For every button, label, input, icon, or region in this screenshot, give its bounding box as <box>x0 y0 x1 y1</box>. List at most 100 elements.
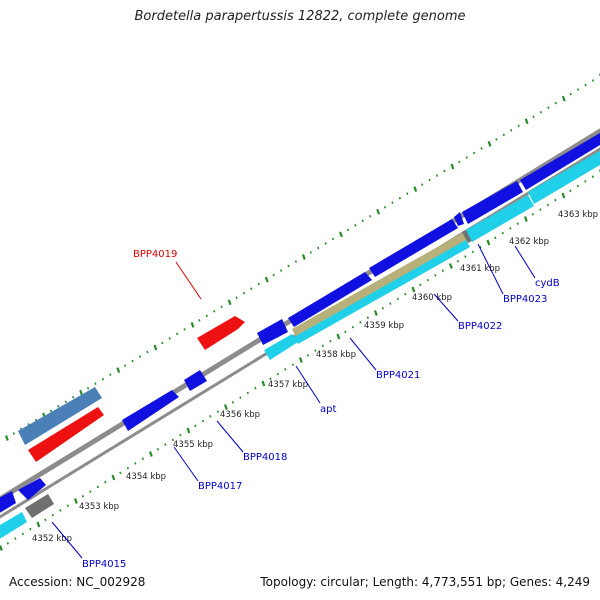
gene-label[interactable]: BPP4017 <box>198 481 242 492</box>
tick-mark <box>532 115 535 118</box>
tick-mark <box>411 286 416 293</box>
tick-mark <box>284 368 287 371</box>
gene-bpp4022[interactable] <box>369 219 458 277</box>
gene-label[interactable]: BPP4023 <box>503 294 547 305</box>
tick-mark <box>12 432 15 435</box>
tick-mark <box>21 532 24 536</box>
tick-mark <box>531 213 534 216</box>
tick-mark <box>291 363 294 366</box>
tick-mark <box>584 83 587 87</box>
tick-mark <box>464 255 467 258</box>
tick-mark <box>164 443 167 446</box>
tick-mark <box>94 382 97 385</box>
tick-mark <box>223 404 228 410</box>
tick-mark <box>517 124 520 128</box>
tick-mark <box>49 409 53 413</box>
tick-mark <box>126 466 129 470</box>
gene-cydb-top[interactable] <box>520 130 600 190</box>
tick-mark <box>441 269 444 272</box>
tick-mark <box>116 367 121 373</box>
kbp-label: 4362 kbp <box>509 237 549 247</box>
tick-mark <box>141 457 144 460</box>
tick-mark <box>591 175 594 178</box>
tick-mark <box>242 291 246 295</box>
gene-label[interactable]: BPP4018 <box>243 452 287 463</box>
tick-mark <box>473 151 476 155</box>
gene-cydb-rev[interactable] <box>528 148 600 204</box>
tick-mark <box>404 292 407 296</box>
gene-bpp4023-rev[interactable] <box>466 195 534 242</box>
gene-label[interactable]: BPP4021 <box>376 370 420 381</box>
tick-mark <box>351 325 354 329</box>
tick-mark <box>494 236 497 240</box>
tick-mark <box>183 328 186 331</box>
tick-mark <box>176 332 179 336</box>
gene-bpp4021-rev[interactable] <box>294 240 470 344</box>
tick-mark <box>510 129 513 132</box>
tick-mark <box>0 545 3 551</box>
gene-apt-rev[interactable] <box>264 334 298 360</box>
gene-small[interactable] <box>454 212 464 226</box>
tick-mark <box>434 274 437 277</box>
topology-text: Topology: circular; Length: 4,773,551 bp… <box>260 575 590 589</box>
tick-mark <box>131 359 134 363</box>
gene-bpp4016[interactable] <box>18 478 46 500</box>
tick-mark <box>329 339 332 343</box>
gene-label[interactable]: cydB <box>535 278 560 289</box>
tick-mark <box>269 377 272 381</box>
tick-mark <box>79 389 84 396</box>
tick-mark <box>111 474 116 481</box>
tick-mark <box>321 344 324 348</box>
tick-mark <box>254 386 257 390</box>
gene-bpp4015-rev[interactable] <box>0 512 27 540</box>
gene-label[interactable]: BPP4022 <box>458 321 502 332</box>
tick-mark <box>443 169 446 173</box>
tick-mark <box>426 278 429 282</box>
tick-mark <box>309 251 312 254</box>
gene-bpp4023[interactable] <box>462 181 523 224</box>
gene-bpp4015-a[interactable] <box>0 491 16 514</box>
gene-bpp4021[interactable] <box>288 272 372 327</box>
tick-mark <box>194 424 197 428</box>
tick-mark <box>264 276 269 283</box>
tick-mark <box>73 498 78 504</box>
tick-mark <box>369 215 372 218</box>
gene-apt-top[interactable] <box>257 319 288 345</box>
tick-mark <box>81 495 84 498</box>
gene-bpp4018[interactable] <box>184 370 207 391</box>
kbp-labels: 4352 kbp 4353 kbp 4354 kbp 4355 kbp 4356 kbp… <box>32 210 598 544</box>
tick-mark <box>373 310 378 316</box>
tick-mark <box>156 448 159 451</box>
tick-mark <box>324 242 327 245</box>
leader-line <box>433 293 459 322</box>
tick-mark <box>198 319 201 322</box>
tick-mark <box>104 480 107 484</box>
tick-mark <box>246 391 249 395</box>
tick-mark <box>576 88 580 91</box>
tick-mark <box>428 178 431 182</box>
kbp-label: 4352 kbp <box>32 534 72 544</box>
gene-label[interactable]: BPP4015 <box>82 559 126 570</box>
tick-mark <box>59 509 62 512</box>
tick-mark <box>239 396 242 399</box>
tick-mark <box>591 79 595 82</box>
tick-mark <box>227 299 232 306</box>
tick-mark <box>561 95 566 102</box>
tick-mark <box>213 310 216 313</box>
gene-label[interactable]: apt <box>320 404 336 415</box>
gene-bpp4017[interactable] <box>122 390 179 431</box>
gene-label[interactable]: BPP4019 <box>133 249 177 260</box>
tick-mark <box>361 219 364 223</box>
gene-bpp4019[interactable] <box>28 407 104 462</box>
leader-line <box>216 420 244 453</box>
tick-mark <box>509 227 512 230</box>
genome-backbone <box>0 128 600 519</box>
tick-mark <box>257 282 260 286</box>
gene-olive-rev[interactable] <box>292 232 468 337</box>
gene-gray-rev[interactable] <box>25 494 54 518</box>
gene-bpp4020[interactable] <box>197 316 245 350</box>
tick-mark <box>6 542 9 545</box>
forward-strand-genes <box>18 316 245 462</box>
kbp-label: 4359 kbp <box>364 321 404 331</box>
gene-bpp4019-steel[interactable] <box>18 387 102 445</box>
